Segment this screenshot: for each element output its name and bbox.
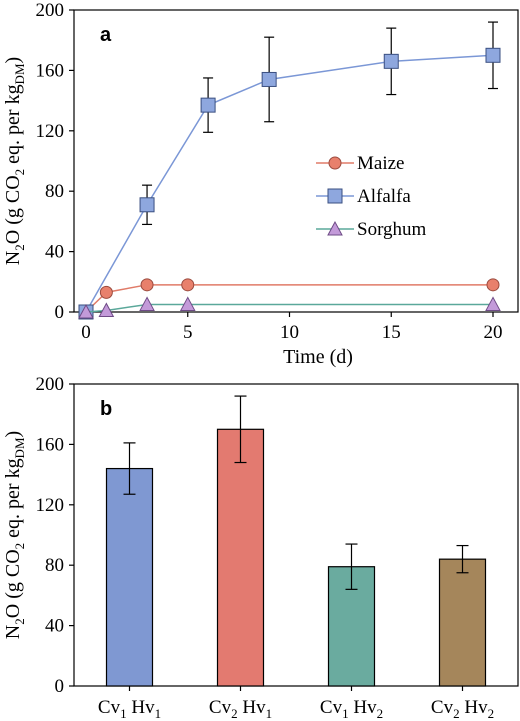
y-tick-label: 80 (45, 181, 64, 202)
data-point-alfalfa (383, 53, 399, 69)
panel-b-y-ticks: 0 40 80 120 160 200 (36, 374, 74, 697)
legend-label: Alfalfa (357, 186, 411, 207)
legend-marker (328, 156, 342, 170)
data-point-maize (181, 278, 195, 292)
series-line-alfalfa (85, 54, 494, 313)
y-tick-label: 200 (36, 0, 65, 21)
legend-marker (327, 220, 343, 236)
y-tick-label: 80 (45, 555, 64, 576)
bar (216, 428, 265, 687)
y-tick-label: 160 (36, 60, 65, 81)
data-point-sorghum (139, 296, 155, 311)
panel-b-y-axis-label: N2O (g CO2 eq. per kgDM) (2, 431, 27, 639)
panel-a-y-axis-label: N2O (g CO2 eq. per kgDM) (2, 57, 27, 265)
panel-b-bars (105, 395, 487, 691)
panel-a-legend: Maize Alfalfa Sorghum (316, 153, 427, 240)
panel-a-label: a (100, 24, 112, 46)
legend-marker (327, 188, 343, 204)
legend-label: Maize (357, 153, 404, 174)
data-point-alfalfa (200, 97, 216, 113)
x-tick-label: 5 (183, 322, 193, 343)
y-tick-label: 160 (36, 434, 65, 455)
y-tick-label: 40 (45, 242, 64, 263)
data-point-maize (99, 285, 113, 299)
x-tick-label: 15 (382, 322, 401, 343)
category-label: Cv2 Hv1 (209, 697, 272, 721)
panel-a: a 0 40 80 120 160 200 0 5 10 15 20 Maize Alfalfa So… (2, 0, 519, 368)
category-label: Cv2 Hv2 (431, 697, 494, 721)
panel-b-label: b (100, 398, 112, 420)
data-point-sorghum (98, 302, 115, 317)
legend-label: Sorghum (357, 219, 427, 240)
data-point-alfalfa (139, 197, 155, 213)
panel-b-x-labels: Cv1 Hv1 Cv2 Hv1 Cv1 Hv2 Cv2 Hv2 (98, 697, 494, 721)
panel-a-series (78, 21, 501, 320)
y-tick-label: 0 (55, 676, 65, 697)
data-point-maize (486, 278, 500, 292)
category-label: Cv1 Hv1 (98, 697, 161, 721)
data-point-maize (140, 278, 154, 292)
panel-a-y-ticks: 0 40 80 120 160 200 (36, 0, 74, 323)
y-tick-label: 120 (36, 121, 65, 142)
panel-a-x-axis-label: Time (d) (283, 346, 353, 368)
y-tick-label: 200 (36, 374, 65, 395)
bar (105, 467, 154, 687)
y-tick-label: 0 (55, 302, 65, 323)
x-tick-label: 0 (81, 322, 91, 343)
y-tick-label: 120 (36, 495, 65, 516)
panel-a-frame (73, 9, 519, 313)
panel-a-x-ticks: 0 5 10 15 20 (81, 312, 503, 343)
data-point-alfalfa (261, 71, 277, 87)
y-tick-label: 40 (45, 616, 64, 637)
x-tick-label: 10 (280, 322, 299, 343)
data-point-sorghum (78, 303, 94, 319)
category-label: Cv1 Hv2 (320, 697, 383, 721)
data-point-alfalfa (485, 47, 501, 63)
bar (438, 558, 487, 687)
data-point-sorghum (179, 296, 196, 311)
panel-b-frame (73, 383, 519, 687)
x-tick-label: 20 (484, 322, 503, 343)
data-point-sorghum (485, 296, 501, 311)
